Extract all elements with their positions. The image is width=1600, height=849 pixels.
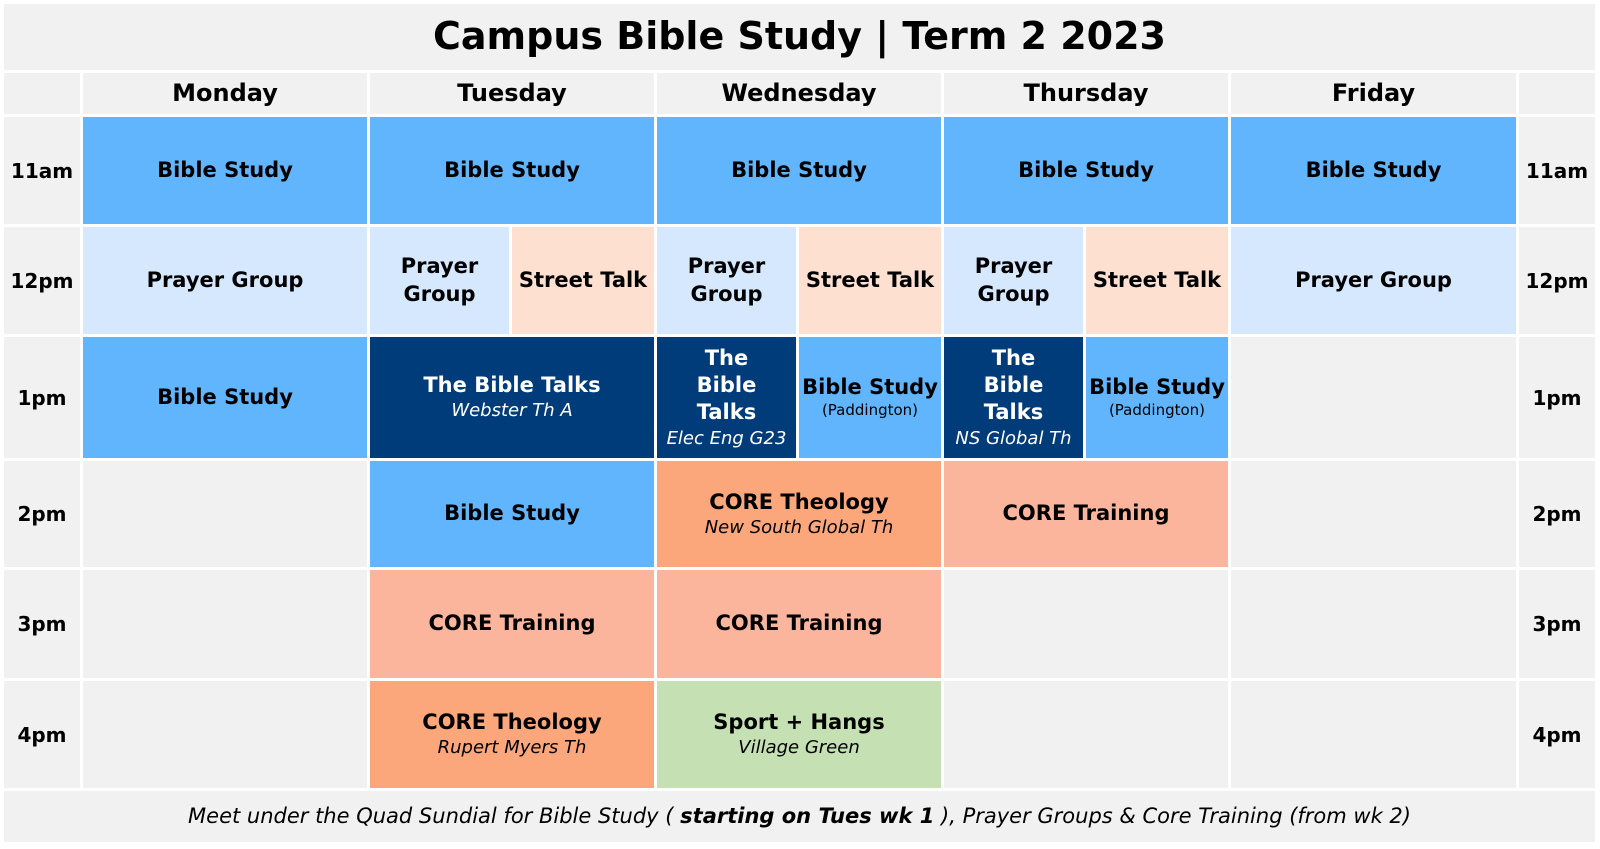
event-location: New South Global Th [704, 516, 894, 538]
event-street-talk: Street Talk [1086, 227, 1228, 334]
day-header-wednesday: Wednesday [657, 73, 941, 114]
footer-bold-text: starting on Tues wk 1 [680, 803, 935, 828]
event-title: The Bible Talks [983, 345, 1044, 425]
corner-cell [4, 73, 80, 114]
event-title: Bible Study [1089, 375, 1225, 400]
page-title: Campus Bible Study | Term 2 2023 [4, 4, 1595, 70]
time-label: 11am [1519, 117, 1595, 224]
day-header-monday: Monday [83, 73, 367, 114]
time-label: 1pm [4, 337, 80, 458]
time-label: 2pm [1519, 461, 1595, 567]
event-bible-study: Bible Study [370, 461, 654, 567]
event-bible-study: Bible Study [370, 117, 654, 224]
event-title: Sport + Hangs [713, 710, 885, 735]
event-title: The Bible Talks [696, 345, 757, 425]
timetable: Campus Bible Study | Term 2 2023 Monday … [4, 4, 1595, 842]
time-label: 12pm [4, 227, 80, 334]
event-core-training: CORE Training [370, 570, 654, 678]
event-bible-study: Bible Study [83, 337, 367, 458]
empty-cell [1231, 681, 1516, 788]
event-core-training: CORE Training [657, 570, 941, 678]
event-street-talk: Street Talk [799, 227, 941, 334]
event-title: Bible Study [802, 375, 938, 400]
time-label: 3pm [1519, 570, 1595, 678]
event-street-talk: Street Talk [512, 227, 654, 334]
event-bible-study-paddington: Bible Study (Paddington) [799, 337, 941, 458]
time-label: 12pm [1519, 227, 1595, 334]
event-title: CORE Theology [709, 489, 889, 514]
event-prayer-group: Prayer Group [944, 227, 1083, 334]
event-location: NS Global Th [955, 427, 1072, 449]
empty-cell [1231, 337, 1516, 458]
event-bible-talks: The Bible Talks Elec Eng G23 [657, 337, 796, 458]
event-bible-study-paddington: Bible Study (Paddington) [1086, 337, 1228, 458]
event-prayer-group: Prayer Group [1231, 227, 1516, 334]
event-prayer-group: Prayer Group [370, 227, 509, 334]
time-label: 11am [4, 117, 80, 224]
event-location: (Paddington) [821, 401, 919, 420]
time-label: 4pm [1519, 681, 1595, 788]
empty-cell [83, 681, 367, 788]
empty-cell [1231, 461, 1516, 567]
footer-text: ), Prayer Groups & Core Training (from w… [934, 803, 1411, 828]
event-location: Webster Th A [451, 400, 573, 422]
time-label: 2pm [4, 461, 80, 567]
corner-cell [1519, 73, 1595, 114]
event-core-theology: CORE Theology Rupert Myers Th [370, 681, 654, 788]
event-location: Rupert Myers Th [437, 737, 587, 759]
empty-cell [83, 461, 367, 567]
empty-cell [944, 681, 1228, 788]
day-header-friday: Friday [1231, 73, 1516, 114]
empty-cell [83, 570, 367, 678]
event-bible-talks: The Bible Talks NS Global Th [944, 337, 1083, 458]
event-prayer-group: Prayer Group [657, 227, 796, 334]
empty-cell [944, 570, 1228, 678]
event-bible-study: Bible Study [944, 117, 1228, 224]
time-label: 3pm [4, 570, 80, 678]
time-label: 1pm [1519, 337, 1595, 458]
event-location: Elec Eng G23 [666, 427, 787, 449]
footer-text: Meet under the Quad Sundial for Bible St… [188, 803, 681, 828]
event-core-training: CORE Training [944, 461, 1228, 567]
event-bible-study: Bible Study [1231, 117, 1516, 224]
event-bible-study: Bible Study [83, 117, 367, 224]
event-location: (Paddington) [1108, 401, 1206, 420]
event-core-theology: CORE Theology New South Global Th [657, 461, 941, 567]
event-title: The Bible Talks [423, 373, 601, 398]
event-title: CORE Theology [422, 710, 602, 735]
footer-note: Meet under the Quad Sundial for Bible St… [4, 791, 1595, 842]
day-header-thursday: Thursday [944, 73, 1228, 114]
event-bible-study: Bible Study [657, 117, 941, 224]
event-sport-hangs: Sport + Hangs Village Green [657, 681, 941, 788]
event-prayer-group: Prayer Group [83, 227, 367, 334]
day-header-tuesday: Tuesday [370, 73, 654, 114]
time-label: 4pm [4, 681, 80, 788]
empty-cell [1231, 570, 1516, 678]
event-bible-talks: The Bible Talks Webster Th A [370, 337, 654, 458]
event-location: Village Green [738, 737, 860, 759]
